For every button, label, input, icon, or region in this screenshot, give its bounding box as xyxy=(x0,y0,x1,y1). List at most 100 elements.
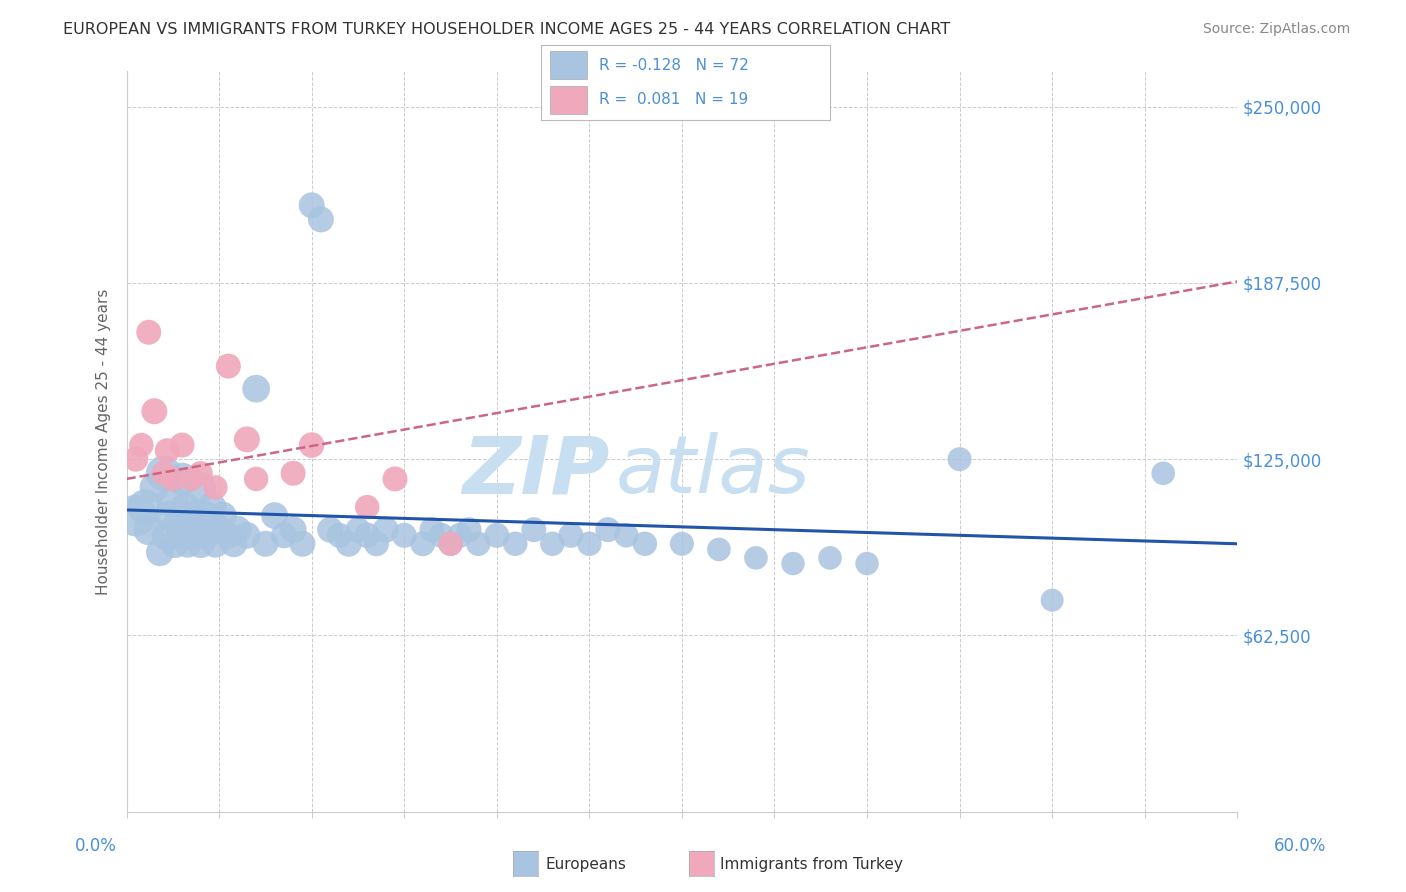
Point xyxy=(467,537,489,551)
Point xyxy=(523,523,546,537)
Point xyxy=(430,528,453,542)
Point xyxy=(138,523,160,537)
Point xyxy=(201,500,224,515)
Point xyxy=(782,557,804,571)
Point xyxy=(745,550,768,565)
Point xyxy=(172,472,194,486)
Point xyxy=(163,537,186,551)
Point xyxy=(578,537,600,551)
Point xyxy=(503,537,526,551)
Point xyxy=(181,528,204,542)
Point xyxy=(309,212,332,227)
Point xyxy=(125,508,148,523)
Point xyxy=(263,508,285,523)
Point xyxy=(162,472,184,486)
Point xyxy=(374,523,396,537)
Point xyxy=(818,550,841,565)
Point xyxy=(596,523,619,537)
Point xyxy=(226,523,249,537)
Point xyxy=(301,438,323,452)
Text: R = -0.128   N = 72: R = -0.128 N = 72 xyxy=(599,58,749,72)
Point xyxy=(394,528,416,542)
Point xyxy=(149,545,172,559)
Point xyxy=(254,537,277,551)
Point xyxy=(449,528,471,542)
Point xyxy=(186,523,208,537)
Point xyxy=(152,467,174,481)
Point xyxy=(193,508,215,523)
Bar xyxy=(550,87,588,113)
Point xyxy=(152,467,174,481)
Y-axis label: Householder Income Ages 25 - 44 years: Householder Income Ages 25 - 44 years xyxy=(96,288,111,595)
Point xyxy=(356,500,378,515)
Text: 0.0%: 0.0% xyxy=(75,837,117,855)
Point xyxy=(356,528,378,542)
Point xyxy=(366,537,388,551)
Text: 60.0%: 60.0% xyxy=(1274,837,1327,855)
Point xyxy=(634,537,657,551)
Point xyxy=(172,523,194,537)
Point xyxy=(131,438,153,452)
Point xyxy=(245,382,267,396)
Text: EUROPEAN VS IMMIGRANTS FROM TURKEY HOUSEHOLDER INCOME AGES 25 - 44 YEARS CORRELA: EUROPEAN VS IMMIGRANTS FROM TURKEY HOUSE… xyxy=(63,22,950,37)
Point xyxy=(134,500,156,515)
Point xyxy=(337,537,360,551)
Point xyxy=(301,198,323,212)
Point xyxy=(347,523,370,537)
Point xyxy=(856,557,879,571)
Point xyxy=(412,537,434,551)
Point xyxy=(949,452,972,467)
Point xyxy=(208,523,231,537)
Point xyxy=(1040,593,1063,607)
Point xyxy=(384,472,406,486)
Point xyxy=(319,523,342,537)
Point xyxy=(217,528,239,542)
Point xyxy=(616,528,638,542)
Point xyxy=(281,523,304,537)
Point xyxy=(281,467,304,481)
Point xyxy=(190,480,212,494)
Text: Europeans: Europeans xyxy=(546,857,627,871)
Point xyxy=(211,508,233,523)
Point xyxy=(143,480,166,494)
Point xyxy=(138,325,160,339)
Text: Immigrants from Turkey: Immigrants from Turkey xyxy=(720,857,903,871)
Point xyxy=(560,528,582,542)
Point xyxy=(143,404,166,418)
Point xyxy=(180,472,202,486)
Point xyxy=(541,537,564,551)
Point xyxy=(273,528,295,542)
Point xyxy=(236,433,259,447)
Point xyxy=(707,542,730,557)
Point xyxy=(245,472,267,486)
Point xyxy=(291,537,314,551)
Text: Source: ZipAtlas.com: Source: ZipAtlas.com xyxy=(1202,22,1350,37)
Point xyxy=(198,523,221,537)
Point xyxy=(125,452,148,467)
Point xyxy=(204,480,226,494)
Point xyxy=(485,528,508,542)
Point xyxy=(1152,467,1174,481)
Point xyxy=(180,508,202,523)
Point xyxy=(172,438,194,452)
Point xyxy=(176,537,198,551)
Point xyxy=(157,508,180,523)
Text: ZIP: ZIP xyxy=(463,432,610,510)
Point xyxy=(217,359,239,373)
Point xyxy=(236,528,259,542)
Point xyxy=(156,443,179,458)
Point xyxy=(162,494,184,508)
Point xyxy=(439,537,461,551)
Point xyxy=(156,528,179,542)
Text: R =  0.081   N = 19: R = 0.081 N = 19 xyxy=(599,93,748,107)
Point xyxy=(195,528,218,542)
Point xyxy=(328,528,350,542)
Bar xyxy=(550,52,588,78)
Point xyxy=(190,537,212,551)
Point xyxy=(458,523,481,537)
Point xyxy=(439,537,461,551)
Point xyxy=(174,500,197,515)
Point xyxy=(204,537,226,551)
Point xyxy=(167,516,190,531)
Point xyxy=(671,537,693,551)
